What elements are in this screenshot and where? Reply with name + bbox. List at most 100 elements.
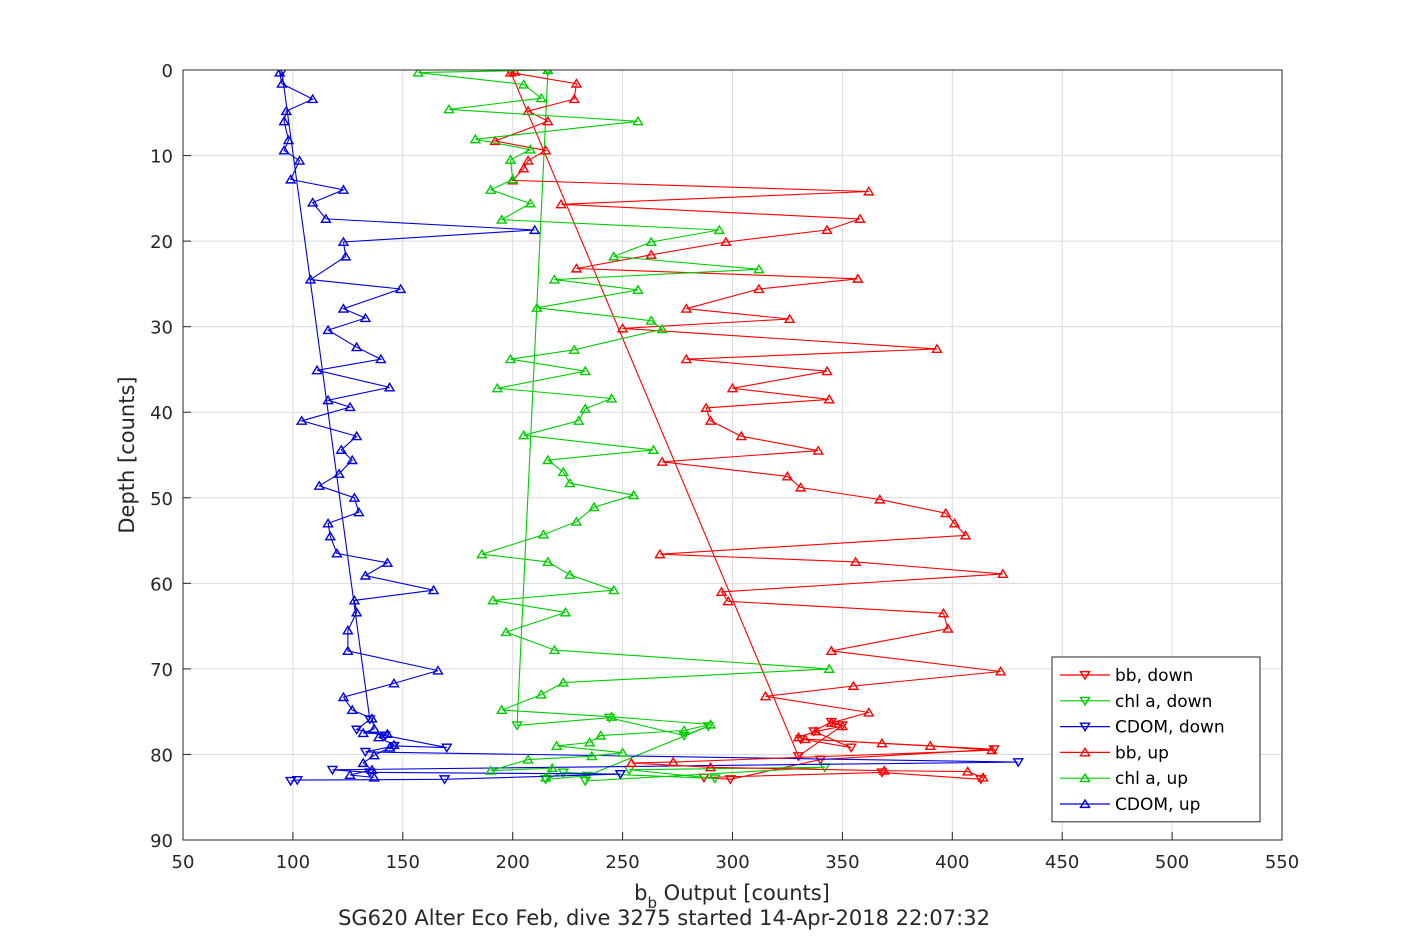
data-point xyxy=(278,115,290,126)
data-point xyxy=(487,595,499,605)
y-tick-label: 30 xyxy=(150,318,173,339)
y-tick-label: 60 xyxy=(150,574,173,595)
data-point xyxy=(724,775,737,785)
data-point xyxy=(680,303,693,313)
data-point xyxy=(581,771,594,782)
data-point xyxy=(522,155,534,165)
data-point xyxy=(443,103,455,114)
series-2 xyxy=(277,70,1024,787)
data-point xyxy=(548,644,561,655)
data-point xyxy=(337,236,350,247)
data-point xyxy=(570,78,583,88)
data-point xyxy=(506,174,519,184)
data-point xyxy=(605,711,618,721)
data-point xyxy=(320,213,332,223)
data-point xyxy=(753,283,765,294)
x-axis-label-main: b xyxy=(634,881,647,905)
y-tick-label: 10 xyxy=(150,147,173,168)
data-point xyxy=(645,236,657,247)
data-point xyxy=(517,162,530,173)
x-tick-label: 350 xyxy=(825,852,859,873)
data-point xyxy=(588,501,600,512)
data-point xyxy=(656,456,668,466)
data-point xyxy=(783,313,796,324)
data-point xyxy=(1012,758,1024,768)
data-point xyxy=(608,584,620,595)
data-point xyxy=(500,626,512,637)
data-point xyxy=(372,731,385,742)
data-point xyxy=(570,516,583,526)
data-point xyxy=(339,251,352,261)
data-point xyxy=(388,678,400,688)
x-tick-label: 450 xyxy=(1045,852,1079,873)
x-tick-label: 250 xyxy=(605,852,639,873)
data-point xyxy=(284,174,297,184)
data-point xyxy=(368,723,380,733)
data-point xyxy=(291,776,304,786)
data-point xyxy=(311,364,323,375)
data-point xyxy=(986,744,998,755)
data-point xyxy=(544,70,552,77)
data-point xyxy=(961,766,974,776)
data-point xyxy=(709,774,721,784)
legend-marker xyxy=(1079,670,1091,681)
data-point xyxy=(603,713,616,724)
data-point xyxy=(432,665,444,675)
data-point xyxy=(383,742,396,752)
data-point xyxy=(324,530,337,541)
data-point xyxy=(781,470,794,481)
legend-label: chl a, down xyxy=(1115,692,1212,712)
data-point xyxy=(821,224,833,235)
data-point xyxy=(509,70,521,76)
data-point xyxy=(579,403,591,413)
chart-title: SG620 Alter Eco Feb, dive 3275 started 1… xyxy=(338,906,990,930)
data-point xyxy=(632,284,644,294)
legend-label: chl a, up xyxy=(1115,769,1188,789)
legend-item: chl a, up xyxy=(1060,769,1188,789)
y-tick-label: 80 xyxy=(150,745,173,766)
data-point xyxy=(614,770,627,780)
series-line xyxy=(279,72,535,779)
data-point xyxy=(306,197,319,207)
data-point xyxy=(359,570,372,580)
data-point xyxy=(948,518,961,528)
series-line xyxy=(281,71,1019,782)
data-point xyxy=(680,353,693,364)
data-point xyxy=(335,444,347,454)
legend-item: CDOM, down xyxy=(1060,718,1225,738)
data-point xyxy=(720,236,732,247)
data-point xyxy=(412,70,424,77)
data-point xyxy=(994,666,1007,676)
data-point xyxy=(542,70,554,75)
y-tick-label: 20 xyxy=(150,232,173,253)
data-point xyxy=(715,586,728,596)
data-point xyxy=(564,477,576,488)
series-line xyxy=(418,70,830,778)
series-line xyxy=(516,70,825,782)
data-point xyxy=(322,394,334,405)
data-point xyxy=(322,518,334,528)
legend-marker xyxy=(1079,772,1091,783)
data-point xyxy=(713,224,726,235)
x-axis-label: bb Output [counts] xyxy=(634,881,830,912)
data-point xyxy=(654,548,666,559)
data-point xyxy=(548,274,561,284)
legend-marker xyxy=(1079,746,1091,757)
data-point xyxy=(924,740,937,750)
data-point xyxy=(278,145,290,155)
data-point xyxy=(359,312,372,323)
data-point xyxy=(847,680,860,691)
data-point xyxy=(542,115,554,126)
data-point xyxy=(528,224,541,235)
data-point xyxy=(535,92,548,103)
data-point xyxy=(836,720,849,731)
data-point xyxy=(337,303,350,313)
data-point xyxy=(342,645,354,655)
ticks: 50 100 150 200 250 300 350 400 450 500 550 0 10 20 30 4… xyxy=(150,61,1299,873)
x-tick-label: 50 xyxy=(172,852,195,873)
data-point xyxy=(383,382,396,392)
data-point xyxy=(537,529,550,539)
legend-marker xyxy=(1079,798,1091,809)
data-point xyxy=(313,480,326,490)
data-point xyxy=(579,365,591,376)
